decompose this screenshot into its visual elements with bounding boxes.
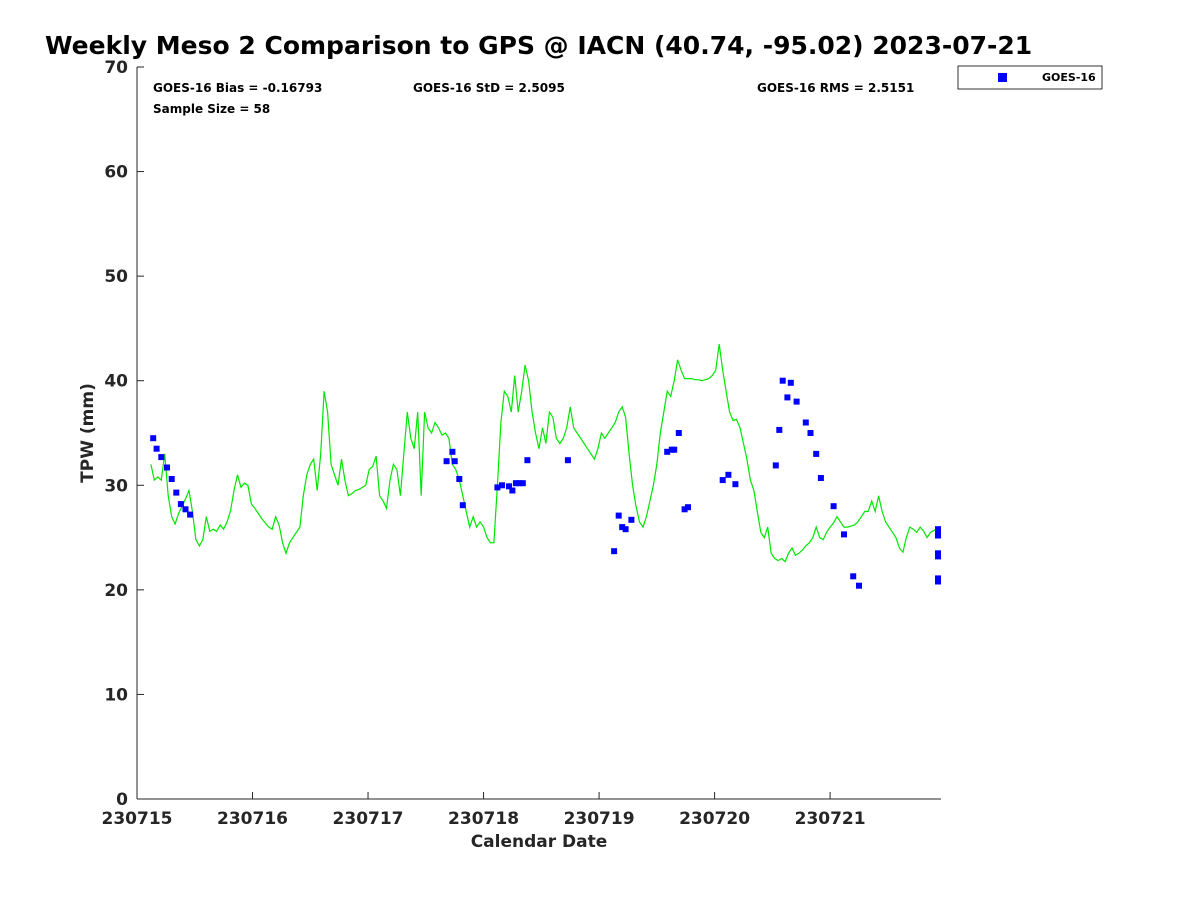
- x-axis-ticks: 230715 230716 230717 230718 230719 230720 2307…: [102, 792, 866, 829]
- y-axis-ticks: 0 10 20 30 40 50 60 70: [104, 58, 144, 810]
- goes-16-point: [519, 480, 526, 487]
- goes-16-point: [807, 430, 814, 436]
- x-tick-label: 230717: [333, 809, 404, 829]
- goes-16-point: [772, 462, 779, 469]
- goes-16-point: [449, 448, 456, 455]
- legend: GOES-16: [957, 65, 1103, 90]
- goes-16-point: [830, 503, 837, 510]
- goes-16-point: [856, 582, 862, 589]
- goes-16-point: [664, 448, 671, 455]
- gps-series-line: [150, 344, 938, 563]
- goes-16-point: [681, 506, 688, 513]
- goes-16-point: [619, 524, 626, 531]
- goes-16-point: [456, 476, 463, 482]
- goes-16-point: [564, 457, 571, 464]
- bias-stat: GOES-16 Bias = -0.16793: [153, 81, 322, 95]
- goes-16-point: [935, 532, 941, 539]
- goes-16-point: [506, 483, 512, 490]
- goes-16-point: [153, 445, 160, 452]
- goes-16-point: [675, 430, 682, 436]
- goes-16-point: [787, 379, 794, 386]
- y-tick-label: 50: [104, 267, 128, 287]
- goes-16-point: [779, 377, 786, 384]
- goes-16-point: [524, 457, 531, 464]
- goes-16-point: [173, 489, 180, 496]
- goes-16-point: [813, 450, 820, 457]
- goes-16-point: [182, 506, 189, 513]
- x-tick-label: 230720: [679, 809, 750, 829]
- goes-16-point: [793, 398, 800, 405]
- goes-16-point: [622, 526, 629, 533]
- goes-16-point: [150, 435, 157, 442]
- y-tick-label: 70: [104, 58, 128, 78]
- goes-16-point: [177, 501, 184, 508]
- goes-16-point: [817, 475, 824, 481]
- goes-16-point: [935, 529, 941, 536]
- goes-16-point: [459, 502, 466, 509]
- goes-16-point: [168, 476, 175, 482]
- goes-16-point: [671, 446, 678, 453]
- goes-16-point: [187, 511, 194, 518]
- goes-16-point: [935, 575, 941, 582]
- goes-16-point: [628, 516, 635, 523]
- goes-16-point: [776, 426, 783, 433]
- goes-16-point: [516, 480, 523, 487]
- goes-16-point: [494, 484, 501, 491]
- goes-16-point: [784, 394, 791, 401]
- x-tick-label: 230715: [102, 809, 173, 829]
- goes-16-point: [725, 471, 732, 478]
- goes-16-point: [935, 526, 941, 533]
- goes-16-point: [719, 477, 726, 484]
- x-tick-label: 230716: [217, 809, 288, 829]
- goes-16-point: [611, 548, 618, 555]
- goes-16-point: [615, 512, 622, 519]
- plot-background: [137, 67, 941, 799]
- goes-16-point: [841, 531, 847, 538]
- goes-16-point: [451, 458, 458, 465]
- goes-16-point: [158, 454, 165, 461]
- goes-16-point: [499, 482, 505, 489]
- sample-size-stat: Sample Size = 58: [153, 102, 270, 116]
- chart-title: Weekly Meso 2 Comparison to GPS @ IACN (…: [45, 31, 1032, 60]
- x-tick-label: 230721: [795, 809, 866, 829]
- y-tick-label: 20: [104, 581, 128, 601]
- goes-16-point: [685, 504, 691, 511]
- x-tick-label: 230719: [564, 809, 635, 829]
- goes-16-point: [164, 464, 170, 471]
- y-tick-label: 10: [104, 685, 128, 705]
- goes-16-point: [935, 553, 941, 560]
- plot-area: [136, 67, 941, 800]
- goes-16-point: [512, 480, 519, 487]
- x-tick-label: 230718: [448, 809, 519, 829]
- goes-16-point: [802, 419, 809, 426]
- x-axis-label: Calendar Date: [471, 832, 608, 852]
- y-tick-label: 0: [116, 790, 128, 810]
- goes-16-point: [850, 573, 857, 580]
- legend-label: GOES-16: [1042, 71, 1096, 84]
- std-stat: GOES-16 StD = 2.5095: [413, 81, 565, 95]
- y-tick-label: 40: [104, 372, 128, 392]
- legend-box: [957, 65, 1103, 90]
- goes-16-point: [935, 578, 941, 585]
- goes-16-series: [150, 377, 941, 589]
- goes-16-point: [935, 550, 941, 557]
- y-tick-label: 30: [104, 476, 128, 496]
- goes-16-point: [509, 487, 516, 494]
- goes-16-point: [443, 458, 450, 465]
- goes-16-point: [732, 481, 739, 488]
- y-axis-label: TPW (mm): [78, 383, 98, 483]
- y-tick-label: 60: [104, 163, 128, 183]
- gps-series: [150, 344, 938, 563]
- rms-stat: GOES-16 RMS = 2.5151: [757, 81, 914, 95]
- legend-marker: [998, 73, 1007, 82]
